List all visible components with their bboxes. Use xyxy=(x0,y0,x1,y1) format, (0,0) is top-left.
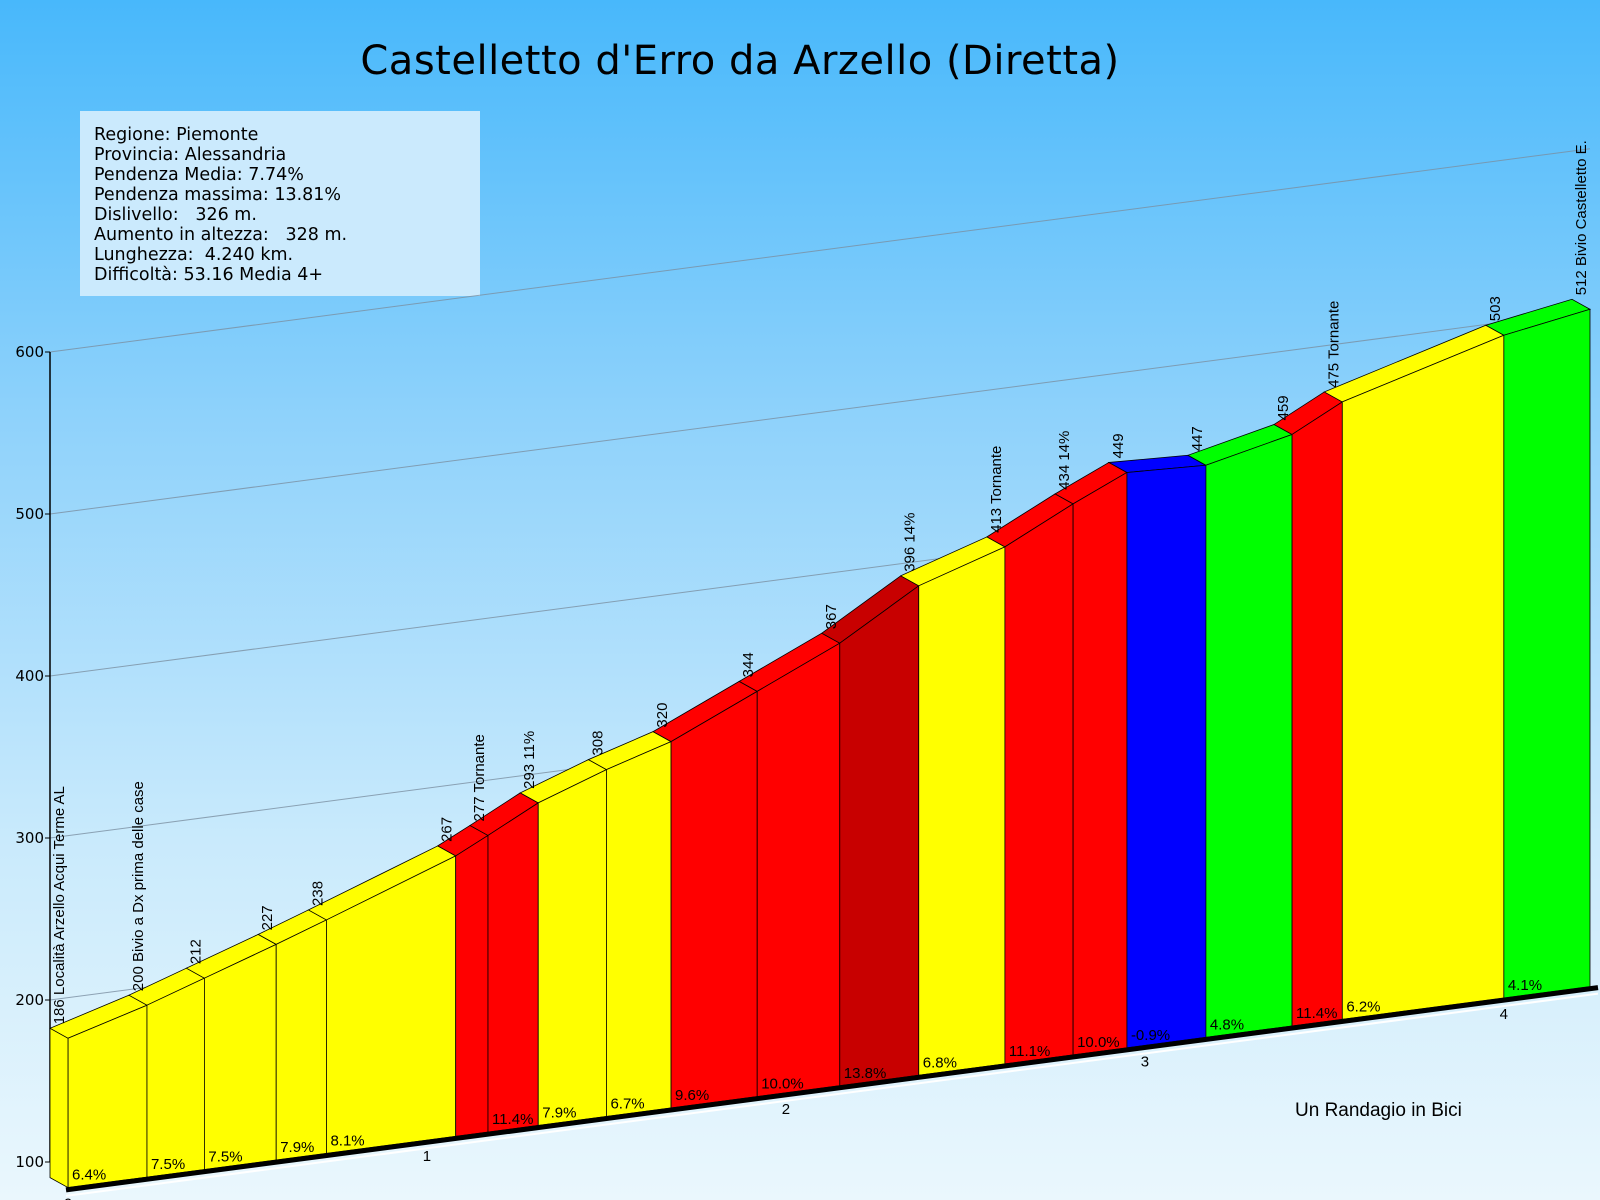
point-label-8: 293 11% xyxy=(521,731,538,789)
point-labels: 6.4% 7.5% 7.5% 7.9% 8.1% 11.4% 7.9% 6.7% 9.6% 10.… xyxy=(51,140,1590,1183)
y-tick-label-100: 100 xyxy=(15,1153,44,1171)
x-tick-label-0: 0 xyxy=(64,1196,72,1200)
gradient-label-8: 7.9% xyxy=(542,1105,576,1122)
gradient-label-10: 9.6% xyxy=(675,1087,709,1104)
point-label-7: 277 Tornante xyxy=(471,734,488,821)
gradient-label-2: 7.5% xyxy=(151,1156,185,1173)
segment-left-face xyxy=(49,1027,69,1189)
baseline-road-edge xyxy=(65,992,1599,1197)
gradient-label-1: 6.4% xyxy=(72,1167,106,1184)
segment-9 xyxy=(606,741,672,1118)
point-label-21: 512 Bivio Castelletto E. xyxy=(1573,140,1590,295)
segment-2 xyxy=(146,977,205,1178)
point-label-4: 227 xyxy=(259,905,276,930)
point-label-13: 396 14% xyxy=(902,513,919,572)
gradient-label-13: 6.8% xyxy=(923,1054,957,1071)
x-tick-label-4: 4 xyxy=(1500,1006,1508,1023)
profile-segments xyxy=(49,298,1592,1189)
info-regione: Regione: Piemonte xyxy=(94,125,259,145)
gradient-label-20: 4.1% xyxy=(1508,977,1542,994)
gradient-label-9: 6.7% xyxy=(610,1096,644,1113)
gradient-label-5: 8.1% xyxy=(330,1133,364,1150)
point-label-2: 200 Bivio a Dx prima delle case xyxy=(130,781,147,991)
grid-line-500 xyxy=(49,310,1591,515)
segment-16 xyxy=(1126,464,1207,1049)
x-tick-label-2: 2 xyxy=(782,1101,790,1118)
segment-12 xyxy=(839,585,920,1087)
point-label-18: 459 xyxy=(1275,395,1292,420)
x-tick-label-3: 3 xyxy=(1141,1053,1149,1070)
gradient-label-17: 4.8% xyxy=(1210,1016,1244,1033)
y-tick-label-600: 600 xyxy=(15,343,44,361)
segment-8 xyxy=(537,768,607,1127)
point-label-9: 308 xyxy=(589,731,606,756)
gradient-label-4: 7.9% xyxy=(280,1139,314,1156)
point-label-19: 475 Tornante xyxy=(1325,301,1342,388)
point-label-3: 212 xyxy=(187,939,204,964)
info-difficolta: Difficoltà: 53.16 Media 4+ xyxy=(94,265,324,285)
info-dislivello: Dislivello: 326 m. xyxy=(94,205,257,225)
segment-10 xyxy=(670,690,758,1109)
point-label-20: 503 xyxy=(1487,296,1504,321)
point-label-17: 447 xyxy=(1189,426,1206,451)
grid-line-600 xyxy=(49,148,1591,353)
segment-14 xyxy=(1004,503,1074,1065)
y-tick-label-200: 200 xyxy=(15,991,44,1009)
segment-19 xyxy=(1341,334,1505,1020)
point-label-6: 267 xyxy=(439,817,456,842)
segment-11 xyxy=(756,642,841,1098)
gradient-label-18: 11.4% xyxy=(1296,1005,1337,1022)
point-label-12: 367 xyxy=(823,604,840,629)
segment-6 xyxy=(455,834,489,1137)
info-box: Regione: Piemonte Provincia: Alessandria… xyxy=(80,111,480,296)
point-label-10: 320 xyxy=(654,703,671,728)
point-label-1: 186 Località Arzello Acqui Terme AL xyxy=(51,786,68,1024)
segment-7 xyxy=(487,802,539,1133)
info-aumento-altezza: Aumento in altezza: 328 m. xyxy=(94,225,348,245)
segment-4 xyxy=(275,919,327,1161)
y-tick-label-400: 400 xyxy=(15,667,44,685)
gradient-label-16: -0.9% xyxy=(1131,1027,1170,1044)
point-label-11: 344 xyxy=(740,652,757,677)
baseline-road xyxy=(65,985,1599,1193)
gradient-label-7: 11.4% xyxy=(492,1111,533,1128)
point-label-15: 434 14% xyxy=(1056,431,1073,490)
segment-17 xyxy=(1205,433,1293,1038)
segment-3 xyxy=(204,943,277,1171)
chart-title: Castelletto d'Erro da Arzello (Diretta) xyxy=(360,38,1120,84)
point-label-16: 449 xyxy=(1110,433,1127,458)
segment-20 xyxy=(1503,308,1591,999)
info-provincia: Provincia: Alessandria xyxy=(94,145,287,165)
distance-baseline: 0 1 2 3 4 xyxy=(64,985,1599,1200)
gradient-label-12: 13.8% xyxy=(844,1065,887,1082)
gradient-label-19: 6.2% xyxy=(1346,998,1380,1015)
point-label-14: 413 Tornante xyxy=(988,446,1005,533)
info-lunghezza: Lunghezza: 4.240 km. xyxy=(94,245,294,265)
y-tick-label-500: 500 xyxy=(15,505,44,523)
gradient-label-3: 7.5% xyxy=(208,1149,242,1166)
x-tick-label-1: 1 xyxy=(423,1148,431,1165)
y-axis: 100 200 300 400 500 600 xyxy=(15,343,51,1171)
point-label-5: 238 xyxy=(309,881,326,906)
gradient-label-15: 10.0% xyxy=(1077,1034,1120,1051)
gradient-label-14: 11.1% xyxy=(1009,1043,1050,1060)
gradient-label-11: 10.0% xyxy=(761,1076,804,1093)
segment-18 xyxy=(1291,401,1343,1027)
credit-text: Un Randagio in Bici xyxy=(1295,1100,1462,1121)
segment-13 xyxy=(918,546,1006,1076)
y-tick-label-300: 300 xyxy=(15,829,44,847)
info-pendenza-media: Pendenza Media: 7.74% xyxy=(94,165,304,185)
segment-15 xyxy=(1072,471,1128,1056)
info-pendenza-massima: Pendenza massima: 13.81% xyxy=(94,185,342,205)
